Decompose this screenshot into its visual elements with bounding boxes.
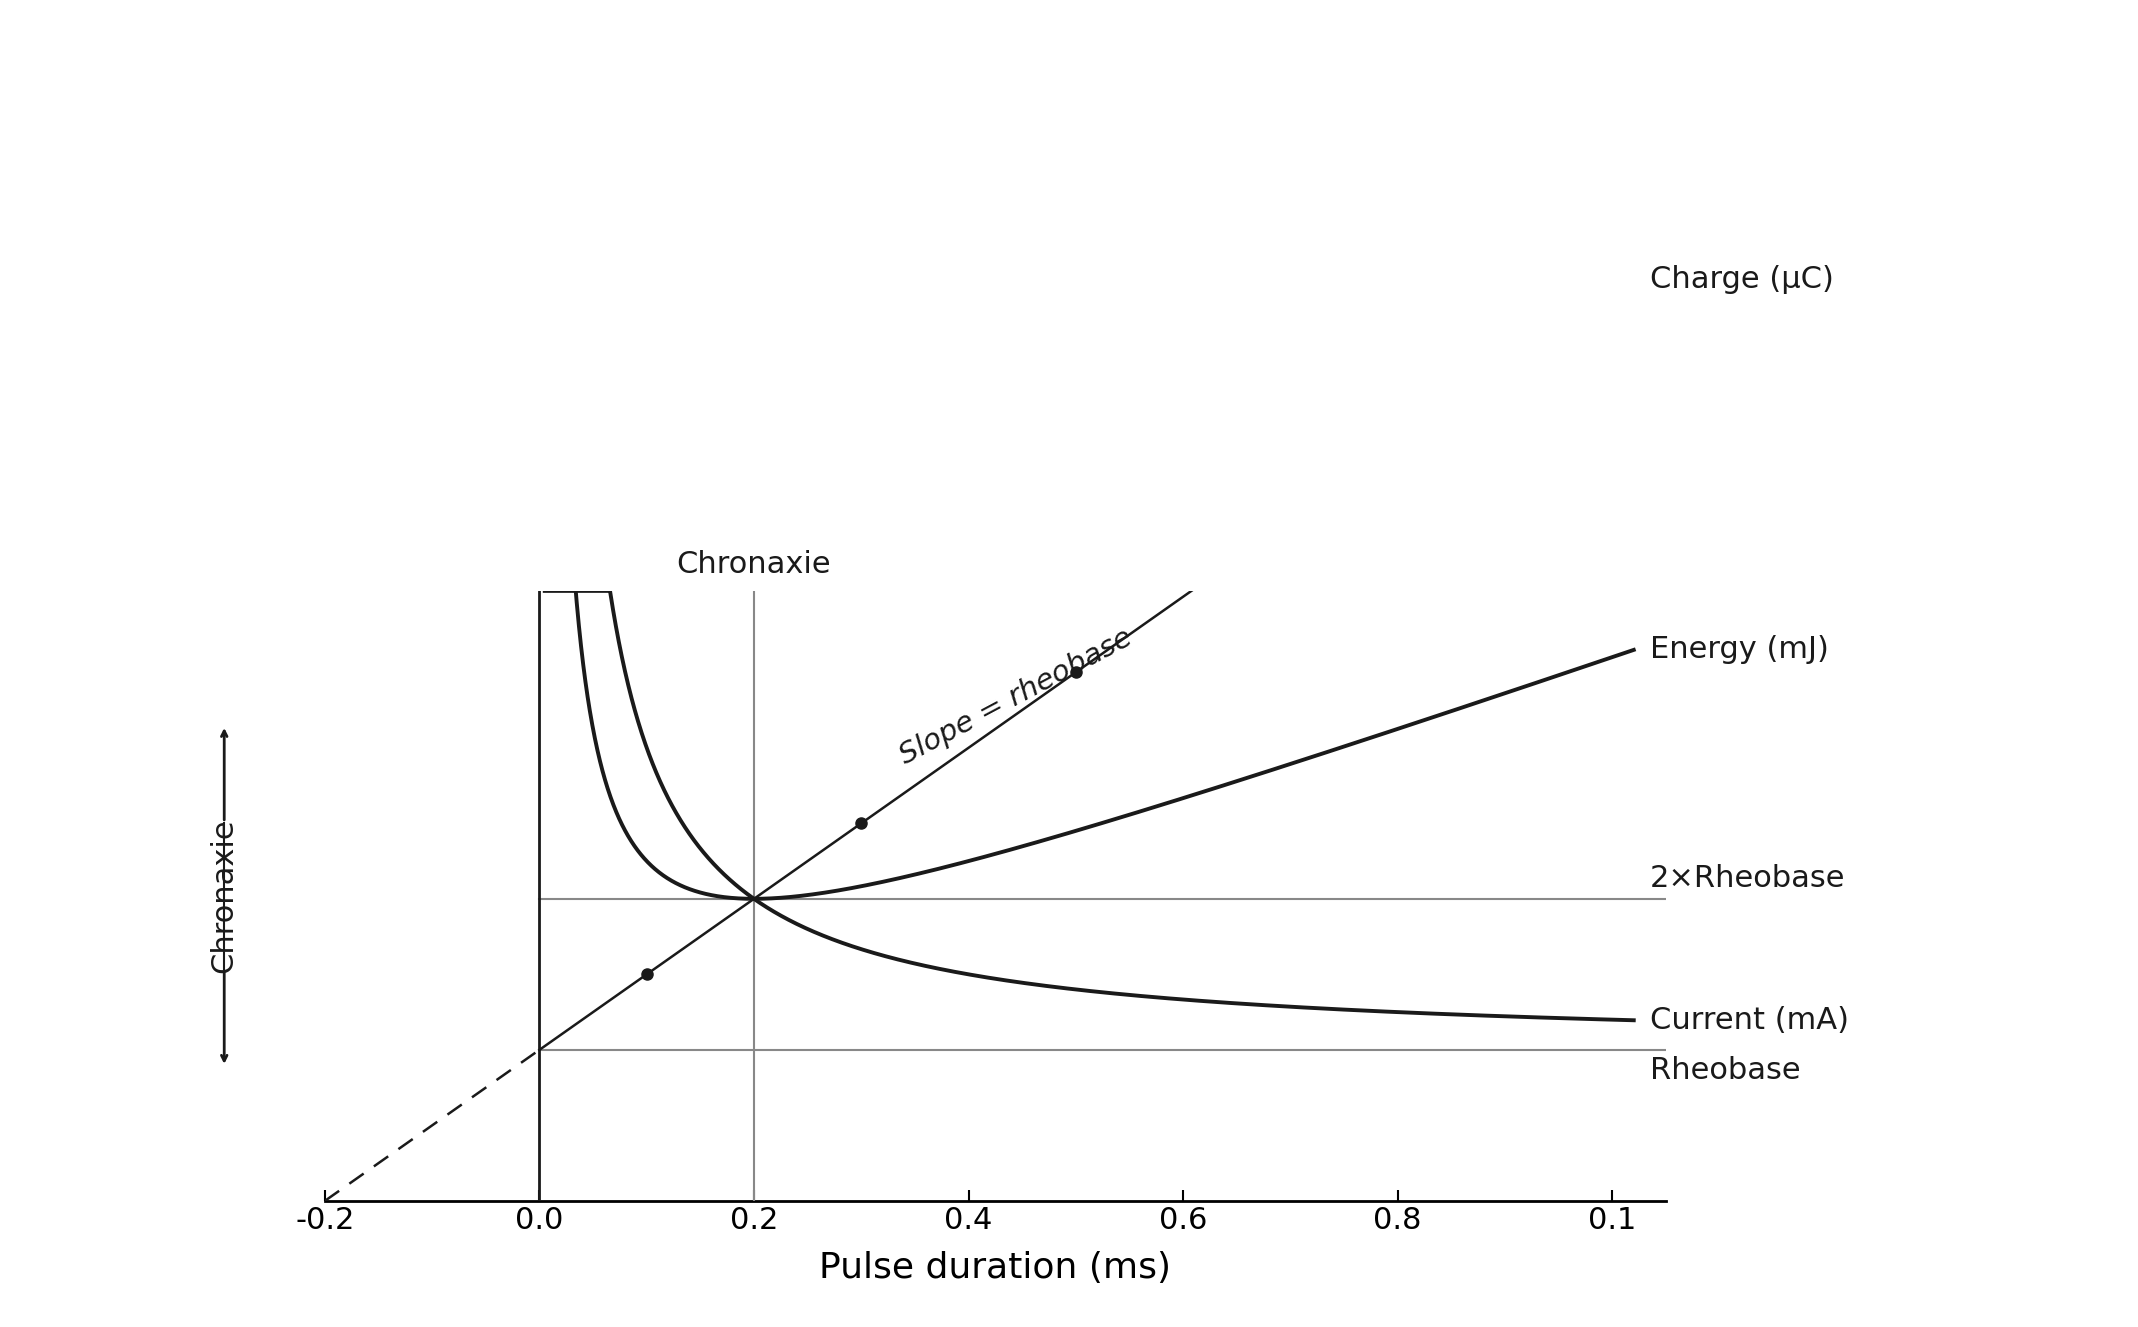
Text: Chronaxie: Chronaxie	[210, 819, 239, 973]
Text: Rheobase: Rheobase	[1651, 1056, 1800, 1084]
X-axis label: Pulse duration (ms): Pulse duration (ms)	[819, 1251, 1172, 1286]
Text: Slope = rheobase: Slope = rheobase	[894, 624, 1137, 770]
Text: Charge (μC): Charge (μC)	[1651, 265, 1834, 295]
Text: Current (mA): Current (mA)	[1651, 1006, 1849, 1035]
Text: Energy (mJ): Energy (mJ)	[1651, 636, 1828, 665]
Text: Chronaxie: Chronaxie	[676, 549, 832, 579]
Text: 2×Rheobase: 2×Rheobase	[1651, 864, 1845, 893]
